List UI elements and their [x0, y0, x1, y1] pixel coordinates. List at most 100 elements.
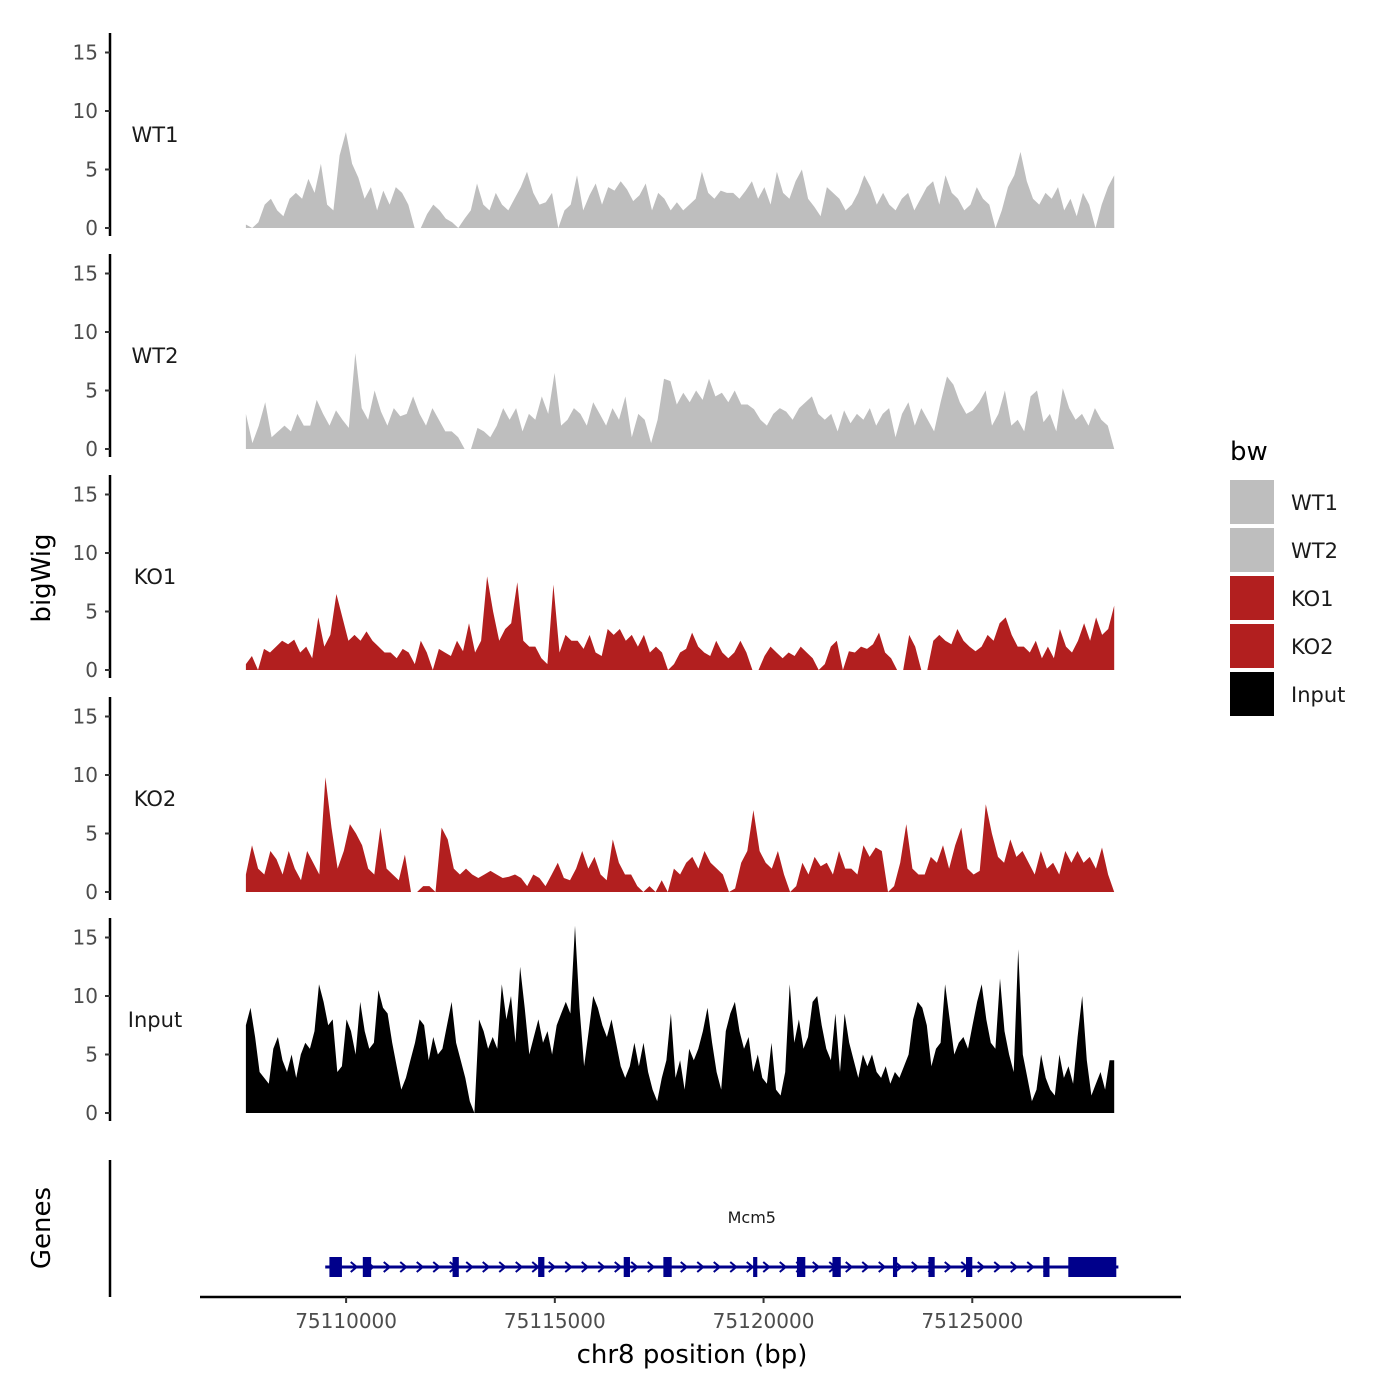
y-tick-label: 5 — [85, 822, 98, 846]
legend-label-input: Input — [1291, 683, 1345, 707]
y-tick-label: 10 — [73, 763, 98, 787]
gene-exon — [538, 1257, 545, 1277]
strand-arrow — [548, 1261, 557, 1273]
x-tick-label: 75115000 — [504, 1309, 606, 1333]
strand-arrow — [416, 1261, 425, 1273]
strand-arrow — [729, 1261, 738, 1273]
strand-arrow — [861, 1261, 870, 1273]
y-axis-title: bigWig — [27, 533, 57, 622]
strand-arrow — [630, 1261, 639, 1273]
track-wt2: 0 5 10 15 WT2 — [73, 254, 1115, 461]
strand-arrow — [911, 1261, 920, 1273]
legend-label-ko1: KO1 — [1291, 587, 1334, 611]
strand-arrow — [350, 1261, 359, 1273]
y-tick-label: 5 — [85, 379, 98, 403]
x-tick-label: 75125000 — [921, 1309, 1023, 1333]
strand-arrow — [746, 1261, 755, 1273]
gene-exon — [892, 1257, 898, 1277]
strand-arrow — [1010, 1261, 1019, 1273]
legend-label-wt1: WT1 — [1291, 491, 1338, 515]
strand-arrow — [432, 1261, 441, 1273]
track-label-ko1: KO1 — [134, 565, 177, 589]
strand-arrow — [383, 1261, 392, 1273]
genes-axis-title: Genes — [27, 1187, 57, 1269]
gene-exon — [753, 1257, 758, 1277]
gene-exon — [452, 1257, 459, 1277]
strand-arrow — [944, 1261, 953, 1273]
y-tick-label: 15 — [73, 41, 98, 65]
strand-arrow — [680, 1261, 689, 1273]
area-ko2 — [245, 777, 1115, 892]
strand-arrow — [696, 1261, 705, 1273]
gene-track-group: Mcm5 — [108, 1160, 1119, 1297]
tracks-group: 0 5 10 15 WT1 0 5 10 15 WT2 0 5 10 15 KO1 0 5 10 15 KO2 0 5 10… — [73, 33, 1115, 1125]
strand-arrow — [614, 1261, 623, 1273]
y-tick-label: 15 — [73, 483, 98, 507]
track-label-input: Input — [128, 1008, 182, 1032]
strand-arrow — [597, 1261, 606, 1273]
strand-arrow — [647, 1261, 656, 1273]
y-tick-label: 0 — [85, 658, 98, 682]
strand-arrow — [993, 1261, 1002, 1273]
area-input — [245, 925, 1115, 1113]
strand-arrow — [812, 1261, 821, 1273]
track-label-wt1: WT1 — [132, 123, 179, 147]
x-axis-title: chr8 position (bp) — [577, 1340, 808, 1370]
track-label-ko2: KO2 — [134, 787, 177, 811]
legend: bw WT1 WT2 KO1 KO2 Input — [1230, 437, 1345, 716]
y-tick-label: 5 — [85, 1043, 98, 1067]
y-tick-label: 10 — [73, 984, 98, 1008]
track-ko2: 0 5 10 15 KO2 — [73, 697, 1115, 904]
legend-key-input — [1230, 672, 1274, 716]
legend-key-wt2 — [1230, 528, 1274, 572]
y-tick-label: 0 — [85, 880, 98, 904]
strand-arrow — [779, 1261, 788, 1273]
strand-arrow — [465, 1261, 474, 1273]
track-wt1: 0 5 10 15 WT1 — [73, 33, 1115, 240]
strand-arrow — [581, 1261, 590, 1273]
y-tick-label: 10 — [73, 541, 98, 565]
legend-label-ko2: KO2 — [1291, 635, 1334, 659]
gene-exon — [623, 1257, 630, 1277]
area-ko1 — [245, 576, 1115, 670]
gene-exon — [796, 1257, 806, 1277]
strand-arrow — [845, 1261, 854, 1273]
y-tick-label: 10 — [73, 320, 98, 344]
x-tick-label: 75110000 — [295, 1309, 397, 1333]
gene-exon — [832, 1257, 841, 1277]
y-tick-label: 0 — [85, 437, 98, 461]
gene-exon — [329, 1257, 342, 1277]
legend-key-ko1 — [1230, 576, 1274, 620]
strand-arrow — [482, 1261, 491, 1273]
gene-exon — [1043, 1257, 1050, 1277]
strand-arrow — [878, 1261, 887, 1273]
gene-exon — [362, 1257, 372, 1277]
y-tick-label: 5 — [85, 600, 98, 624]
track-input: 0 5 10 15 Input — [73, 918, 1115, 1125]
legend-key-ko2 — [1230, 624, 1274, 668]
gene-name-label: Mcm5 — [728, 1208, 776, 1227]
legend-title: bw — [1230, 437, 1268, 467]
y-tick-label: 15 — [73, 705, 98, 729]
gene-exon — [1068, 1257, 1117, 1277]
y-tick-label: 15 — [73, 262, 98, 286]
strand-arrow — [399, 1261, 408, 1273]
track-ko1: 0 5 10 15 KO1 — [73, 475, 1115, 682]
gene-exon — [928, 1257, 935, 1277]
legend-key-wt1 — [1230, 480, 1274, 524]
strand-arrow — [894, 1261, 903, 1273]
strand-arrow — [713, 1261, 722, 1273]
y-tick-label: 0 — [85, 216, 98, 240]
area-wt2 — [245, 353, 1115, 449]
strand-arrow — [1026, 1261, 1035, 1273]
strand-arrow — [498, 1261, 507, 1273]
gene-exon — [966, 1257, 973, 1277]
x-axis: 75110000 75115000 75120000 75125000 — [200, 1295, 1181, 1333]
strand-arrow — [762, 1261, 771, 1273]
y-tick-label: 15 — [73, 926, 98, 950]
track-label-wt2: WT2 — [132, 344, 179, 368]
y-tick-label: 5 — [85, 158, 98, 182]
gene-exon — [663, 1257, 672, 1277]
strand-arrow — [564, 1261, 573, 1273]
